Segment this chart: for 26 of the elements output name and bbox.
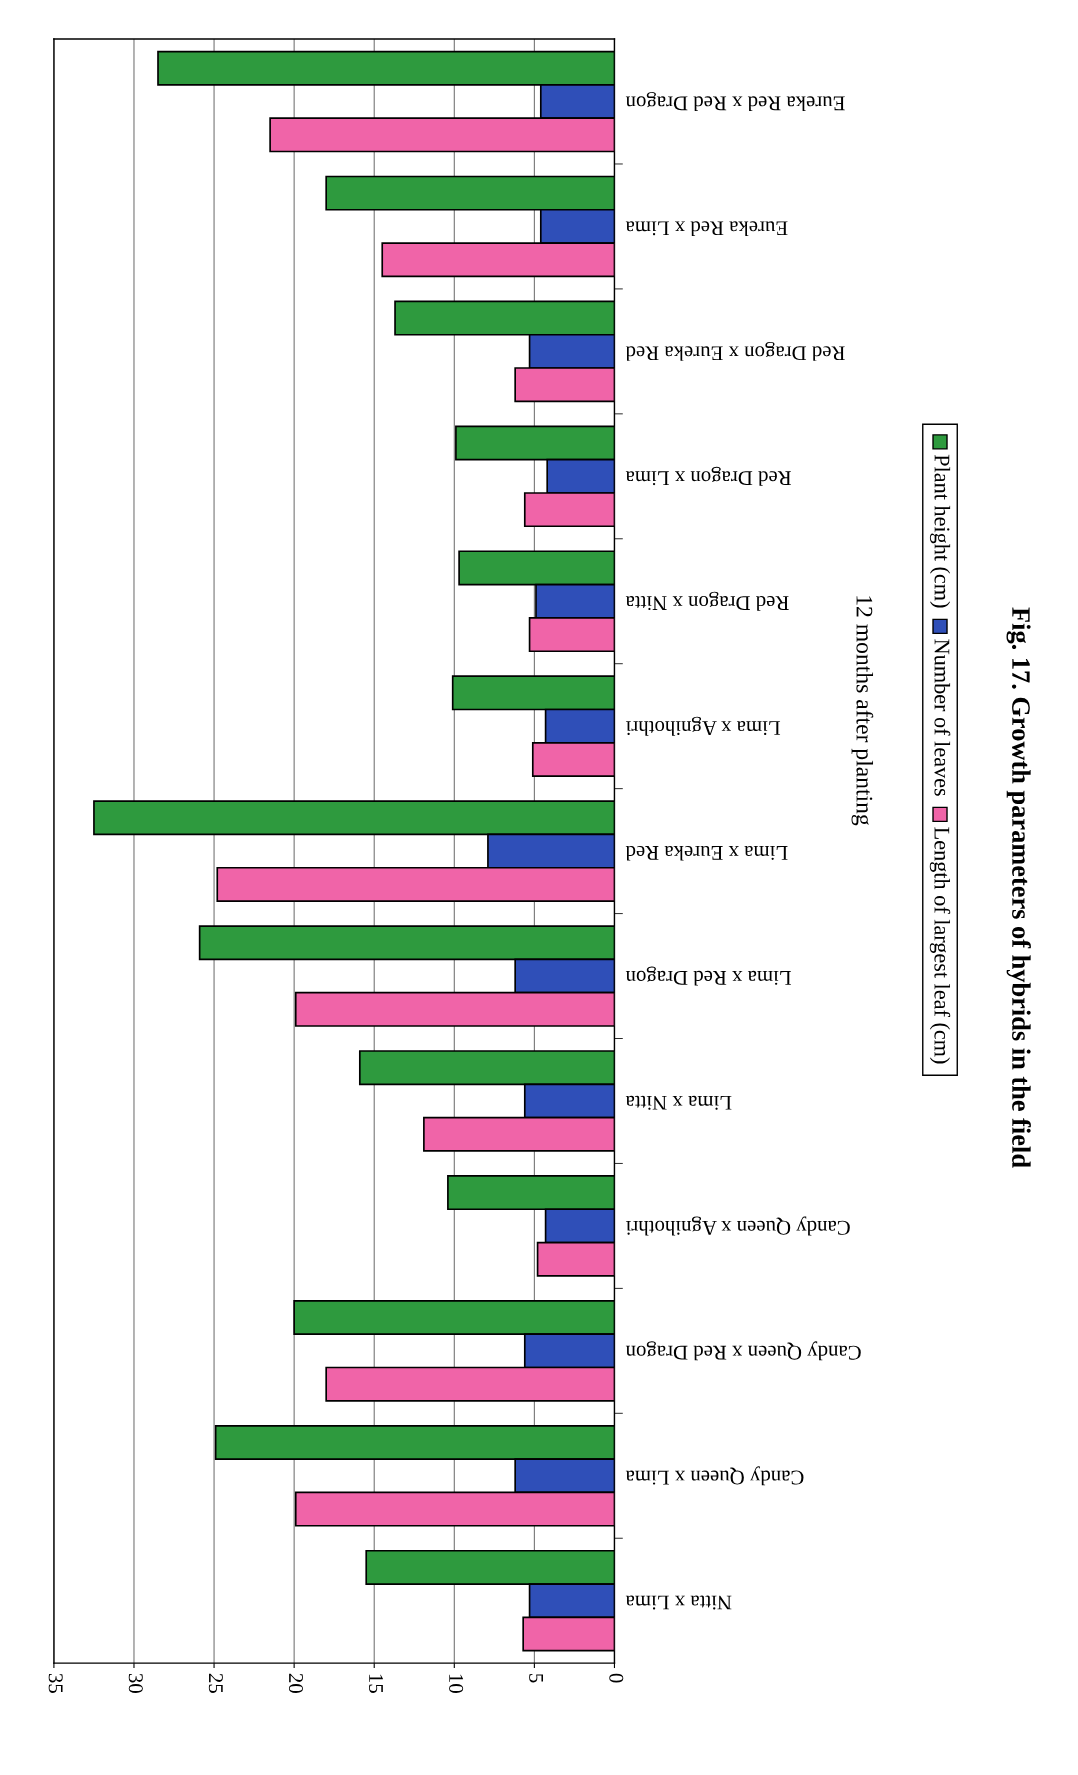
y-tick-label: Lima x Red Dragon	[625, 966, 792, 986]
x-tick-label: 15	[369, 1674, 383, 1693]
y-tick-label: Lima x Nitta	[625, 1095, 732, 1110]
text: Fig. 17. Growth parameters of hybrids in the field	[1006, 607, 1031, 1168]
legend-label: Plant height (cm)	[929, 454, 951, 608]
y-tick-label: Red Dragon x Eureka Red	[625, 341, 845, 361]
y-tick-label: Lima x Agnihothri	[625, 716, 781, 736]
y-tick-label: Eureka Red x Red Dragon	[625, 92, 845, 111]
y-tick-label: Candy Queen x Lima	[625, 1466, 804, 1486]
y-tick-label: Candy Queen x Red Dragon	[625, 1341, 861, 1361]
y-tick-label: Red Dragon x Nitta	[625, 591, 789, 611]
x-tick-label: 25	[208, 1673, 223, 1693]
x-tick-label: 0	[609, 1673, 624, 1683]
y-tick-label: Nitta x Lima	[625, 1595, 732, 1610]
y-tick-label: Eureka Red x Lima	[625, 221, 788, 236]
x-tick-label: 5	[529, 1674, 544, 1683]
x-tick-label: 35	[48, 1673, 63, 1693]
legend-label: Length of largest leaf (cm)	[929, 827, 951, 1064]
y-axis-title: 12 months after planting	[851, 596, 874, 826]
y-tick-label: Lima x Eureka Red	[625, 845, 788, 861]
x-tick-label: 20	[288, 1673, 303, 1693]
x-tick-label: 10	[449, 1674, 464, 1693]
legend-label: Number of leaves	[934, 639, 951, 796]
x-tick-label: 30	[128, 1673, 143, 1693]
y-tick-label: Candy Queen x Agnihothri	[625, 1216, 850, 1236]
y-tick-label: Red Dragon x Lima	[625, 466, 792, 486]
